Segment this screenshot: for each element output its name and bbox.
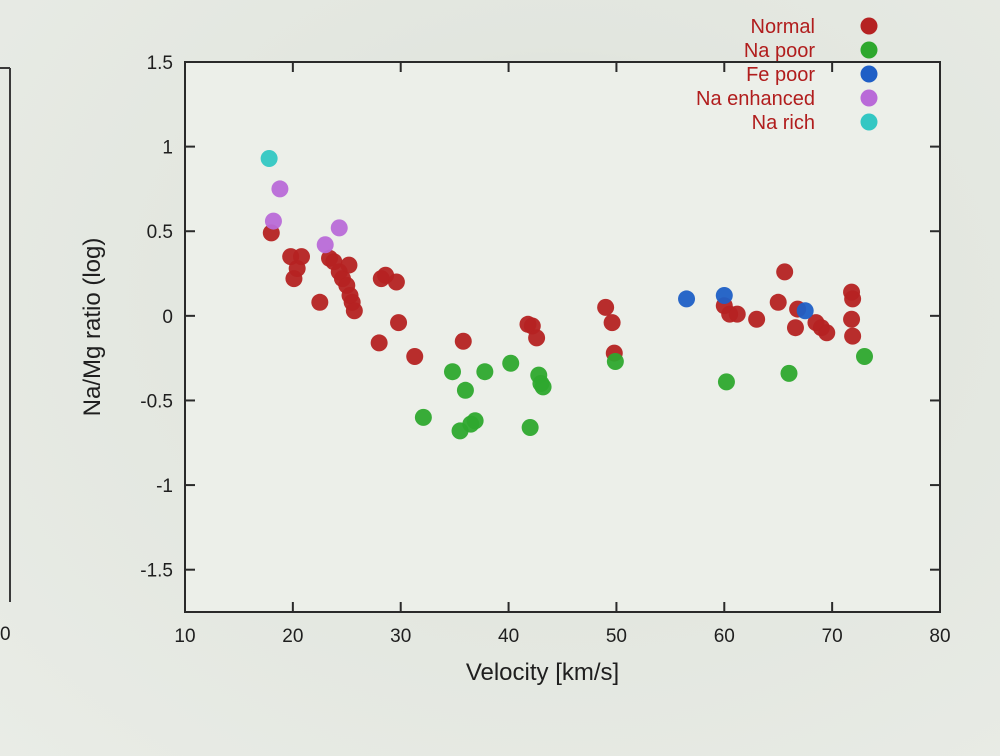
data-point-na-rich [260, 149, 278, 167]
data-point-normal [769, 293, 787, 311]
data-point-na-poor [606, 353, 624, 371]
data-point-na-poor [443, 363, 461, 381]
data-point-normal [844, 327, 862, 345]
legend-marker [860, 65, 878, 83]
data-point-normal [728, 305, 746, 323]
data-point-normal [292, 248, 310, 266]
left-neighbor-frame [0, 67, 11, 602]
y-tick-label: 1.5 [147, 53, 173, 74]
legend-marker [860, 113, 878, 131]
legend-label: Normal [751, 16, 815, 38]
data-point-na-enhanced [264, 212, 282, 230]
data-point-na-enhanced [316, 236, 334, 254]
y-tick-label: 0.5 [147, 222, 173, 243]
data-point-na-poor [856, 347, 873, 365]
y-axis-title: Na/Mg ratio (log) [79, 238, 106, 417]
x-tick-labels: 10 20 30 40 50 60 70 80 [174, 626, 950, 647]
data-point-normal [387, 273, 405, 291]
data-point-na-poor [466, 412, 484, 430]
neighbor-tick-label: 0 [0, 624, 11, 645]
x-tick-label: 80 [929, 626, 950, 647]
data-point-na-poor [780, 364, 798, 382]
data-point-normal [844, 290, 862, 308]
x-tick-label: 30 [390, 626, 411, 647]
legend-marker [860, 17, 878, 35]
x-tick-label: 40 [498, 626, 519, 647]
x-tick-label: 20 [282, 626, 303, 647]
data-point-normal [843, 310, 861, 328]
data-point-normal [340, 256, 358, 274]
data-point-na-enhanced [330, 219, 348, 237]
data-point-fe-poor [796, 302, 814, 320]
legend-label: Na rich [752, 112, 815, 134]
legend-marker [860, 41, 878, 59]
data-point-normal [528, 329, 546, 347]
data-point-normal [786, 319, 804, 337]
data-point-na-poor [534, 378, 552, 396]
x-tick-label: 10 [174, 626, 195, 647]
data-point-normal [818, 324, 836, 342]
data-point-na-enhanced [271, 180, 289, 198]
data-point-fe-poor [715, 287, 733, 305]
data-point-normal [603, 314, 621, 332]
x-tick-label: 70 [822, 626, 843, 647]
y-tick-label: -0.5 [140, 391, 173, 412]
data-point-normal [406, 347, 424, 365]
y-tick-labels: 1.5 1 0.5 0 -0.5 -1 -1.5 [140, 53, 173, 582]
data-point-na-poor [476, 363, 494, 381]
y-tick-label: 1 [162, 138, 173, 159]
axis-ticks [184, 61, 941, 612]
data-point-normal [390, 314, 408, 332]
y-tick-label: -1.5 [140, 561, 173, 582]
x-axis-title: Velocity [km/s] [466, 659, 619, 686]
legend-label: Fe poor [746, 64, 815, 86]
x-tick-label: 60 [714, 626, 735, 647]
data-point-normal [748, 310, 766, 328]
y-tick-label: -1 [156, 476, 173, 497]
x-tick-label: 50 [606, 626, 627, 647]
data-point-fe-poor [678, 290, 696, 308]
data-point-na-poor [521, 419, 539, 437]
data-point-normal [776, 263, 794, 281]
data-points [260, 149, 873, 440]
data-point-normal [311, 293, 329, 311]
legend-label: Na poor [744, 40, 815, 62]
data-point-normal [345, 302, 363, 320]
data-point-normal [597, 298, 615, 316]
data-point-na-poor [502, 354, 520, 372]
plot-area [184, 61, 941, 613]
legend-label: Na enhanced [696, 88, 815, 110]
legend-marker [860, 89, 878, 107]
data-point-na-poor [717, 373, 735, 391]
data-point-normal [454, 332, 472, 350]
data-point-na-poor [456, 381, 474, 399]
y-tick-label: 0 [162, 307, 173, 328]
data-point-normal [370, 334, 388, 352]
data-point-na-poor [414, 408, 432, 426]
